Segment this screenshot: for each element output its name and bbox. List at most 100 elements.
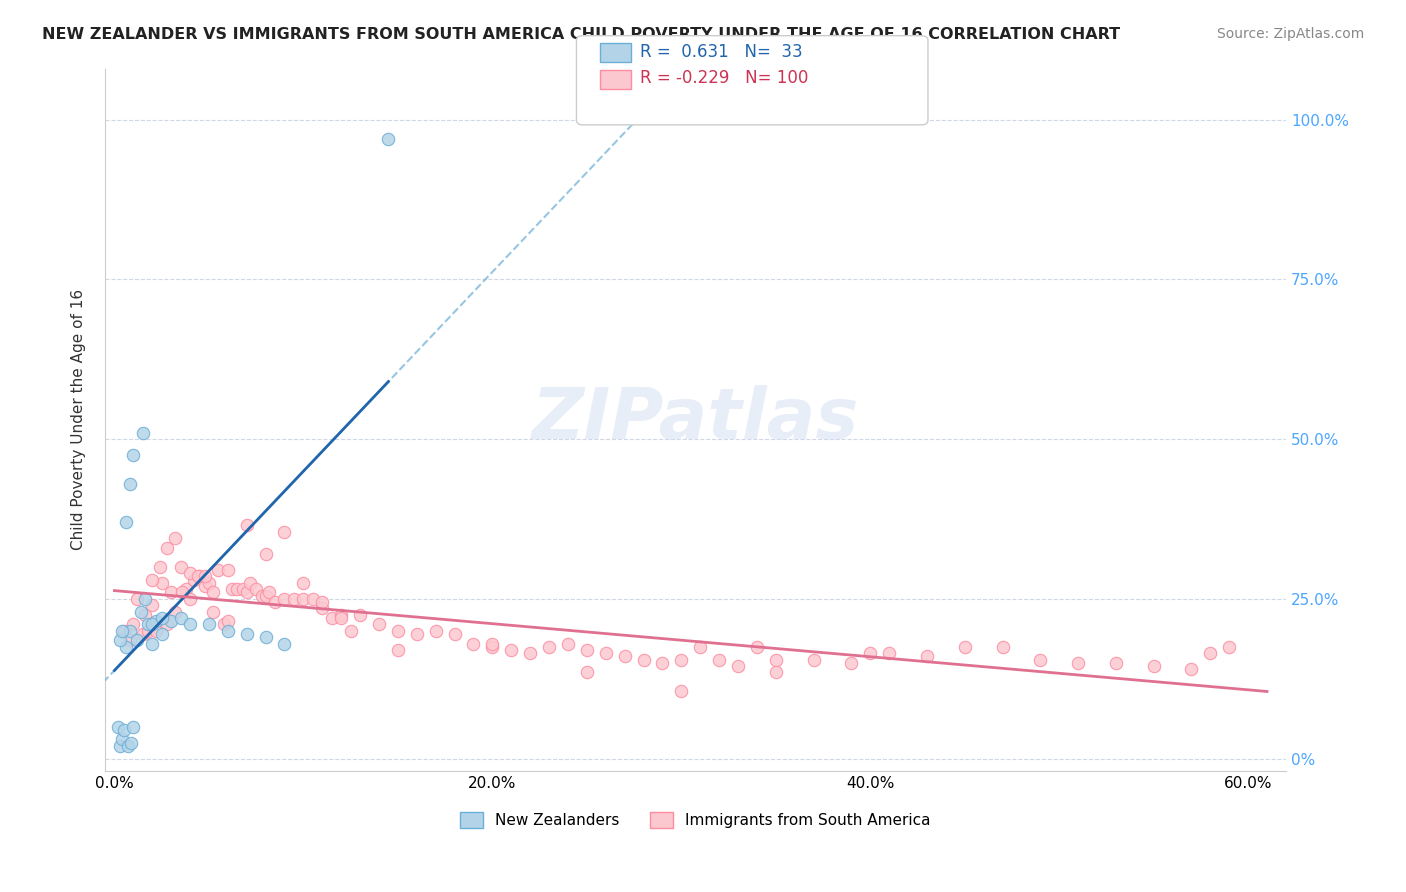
Point <box>349 607 371 622</box>
Point <box>163 605 186 619</box>
Point <box>368 617 391 632</box>
Point <box>405 627 427 641</box>
Point <box>501 643 523 657</box>
Point <box>221 582 243 597</box>
Point <box>859 646 882 660</box>
Point <box>254 547 277 561</box>
Point <box>537 640 560 654</box>
Point <box>765 652 787 666</box>
Point <box>174 582 197 597</box>
Point <box>259 585 281 599</box>
Point <box>877 646 900 660</box>
Point <box>179 591 201 606</box>
Point <box>915 649 938 664</box>
Point <box>134 591 156 606</box>
Point <box>132 425 155 440</box>
Point <box>575 665 598 680</box>
Point <box>443 627 465 641</box>
Point <box>239 575 262 590</box>
Point <box>118 624 141 638</box>
Point <box>188 569 211 583</box>
Point <box>707 652 730 666</box>
Point <box>122 617 145 632</box>
Point <box>765 665 787 680</box>
Point <box>201 605 224 619</box>
Point <box>481 636 503 650</box>
Point <box>198 617 221 632</box>
Point <box>150 575 173 590</box>
Point <box>122 720 145 734</box>
Point <box>127 591 149 606</box>
Point <box>179 566 201 581</box>
Point <box>264 595 287 609</box>
Point <box>127 633 149 648</box>
Point <box>575 643 598 657</box>
Text: R = -0.229   N= 100: R = -0.229 N= 100 <box>640 70 808 87</box>
Point <box>160 614 183 628</box>
Point <box>953 640 976 654</box>
Text: Source: ZipAtlas.com: Source: ZipAtlas.com <box>1216 27 1364 41</box>
Point <box>519 646 541 660</box>
Point <box>217 563 239 577</box>
Point <box>595 646 617 660</box>
Point <box>250 589 273 603</box>
Point <box>194 569 217 583</box>
Point <box>803 652 825 666</box>
Text: R =  0.631   N=  33: R = 0.631 N= 33 <box>640 43 803 61</box>
Point <box>141 599 163 613</box>
Point <box>156 617 179 632</box>
Point <box>217 614 239 628</box>
Point <box>292 575 315 590</box>
Point <box>117 739 139 753</box>
Point <box>112 624 135 638</box>
Point <box>387 624 409 638</box>
Y-axis label: Child Poverty Under the Age of 16: Child Poverty Under the Age of 16 <box>72 289 86 550</box>
Point <box>463 636 485 650</box>
Point <box>1029 652 1052 666</box>
Point <box>311 595 333 609</box>
Point <box>273 591 295 606</box>
Point <box>118 633 141 648</box>
Point <box>156 541 179 555</box>
Point <box>179 617 201 632</box>
Point <box>235 627 257 641</box>
Point <box>1067 656 1090 670</box>
Point <box>194 579 217 593</box>
Point <box>557 636 579 650</box>
Point <box>134 607 156 622</box>
Point <box>112 723 135 737</box>
Text: ZIPatlas: ZIPatlas <box>531 385 859 454</box>
Point <box>273 524 295 539</box>
Point <box>339 624 361 638</box>
Legend: New Zealanders, Immigrants from South America: New Zealanders, Immigrants from South Am… <box>454 805 936 834</box>
Point <box>149 560 172 574</box>
Point <box>141 636 163 650</box>
Point <box>689 640 711 654</box>
Point <box>187 569 209 583</box>
Point <box>232 582 254 597</box>
Point <box>311 601 333 615</box>
Point <box>114 515 136 529</box>
Point <box>321 611 343 625</box>
Point <box>330 607 353 622</box>
Point <box>138 624 160 638</box>
Point <box>122 448 145 462</box>
Point <box>108 739 131 753</box>
Point <box>169 611 191 625</box>
Point <box>141 617 163 632</box>
Point <box>671 652 693 666</box>
Point <box>150 627 173 641</box>
Point <box>111 732 134 747</box>
Point <box>245 582 267 597</box>
Point <box>217 624 239 638</box>
Point <box>141 573 163 587</box>
Point <box>292 591 315 606</box>
Point <box>254 589 277 603</box>
Point <box>377 132 399 146</box>
Point <box>111 624 134 638</box>
Point <box>1199 646 1222 660</box>
Point <box>183 573 205 587</box>
Point <box>169 560 191 574</box>
Point <box>201 585 224 599</box>
Point <box>145 614 167 628</box>
